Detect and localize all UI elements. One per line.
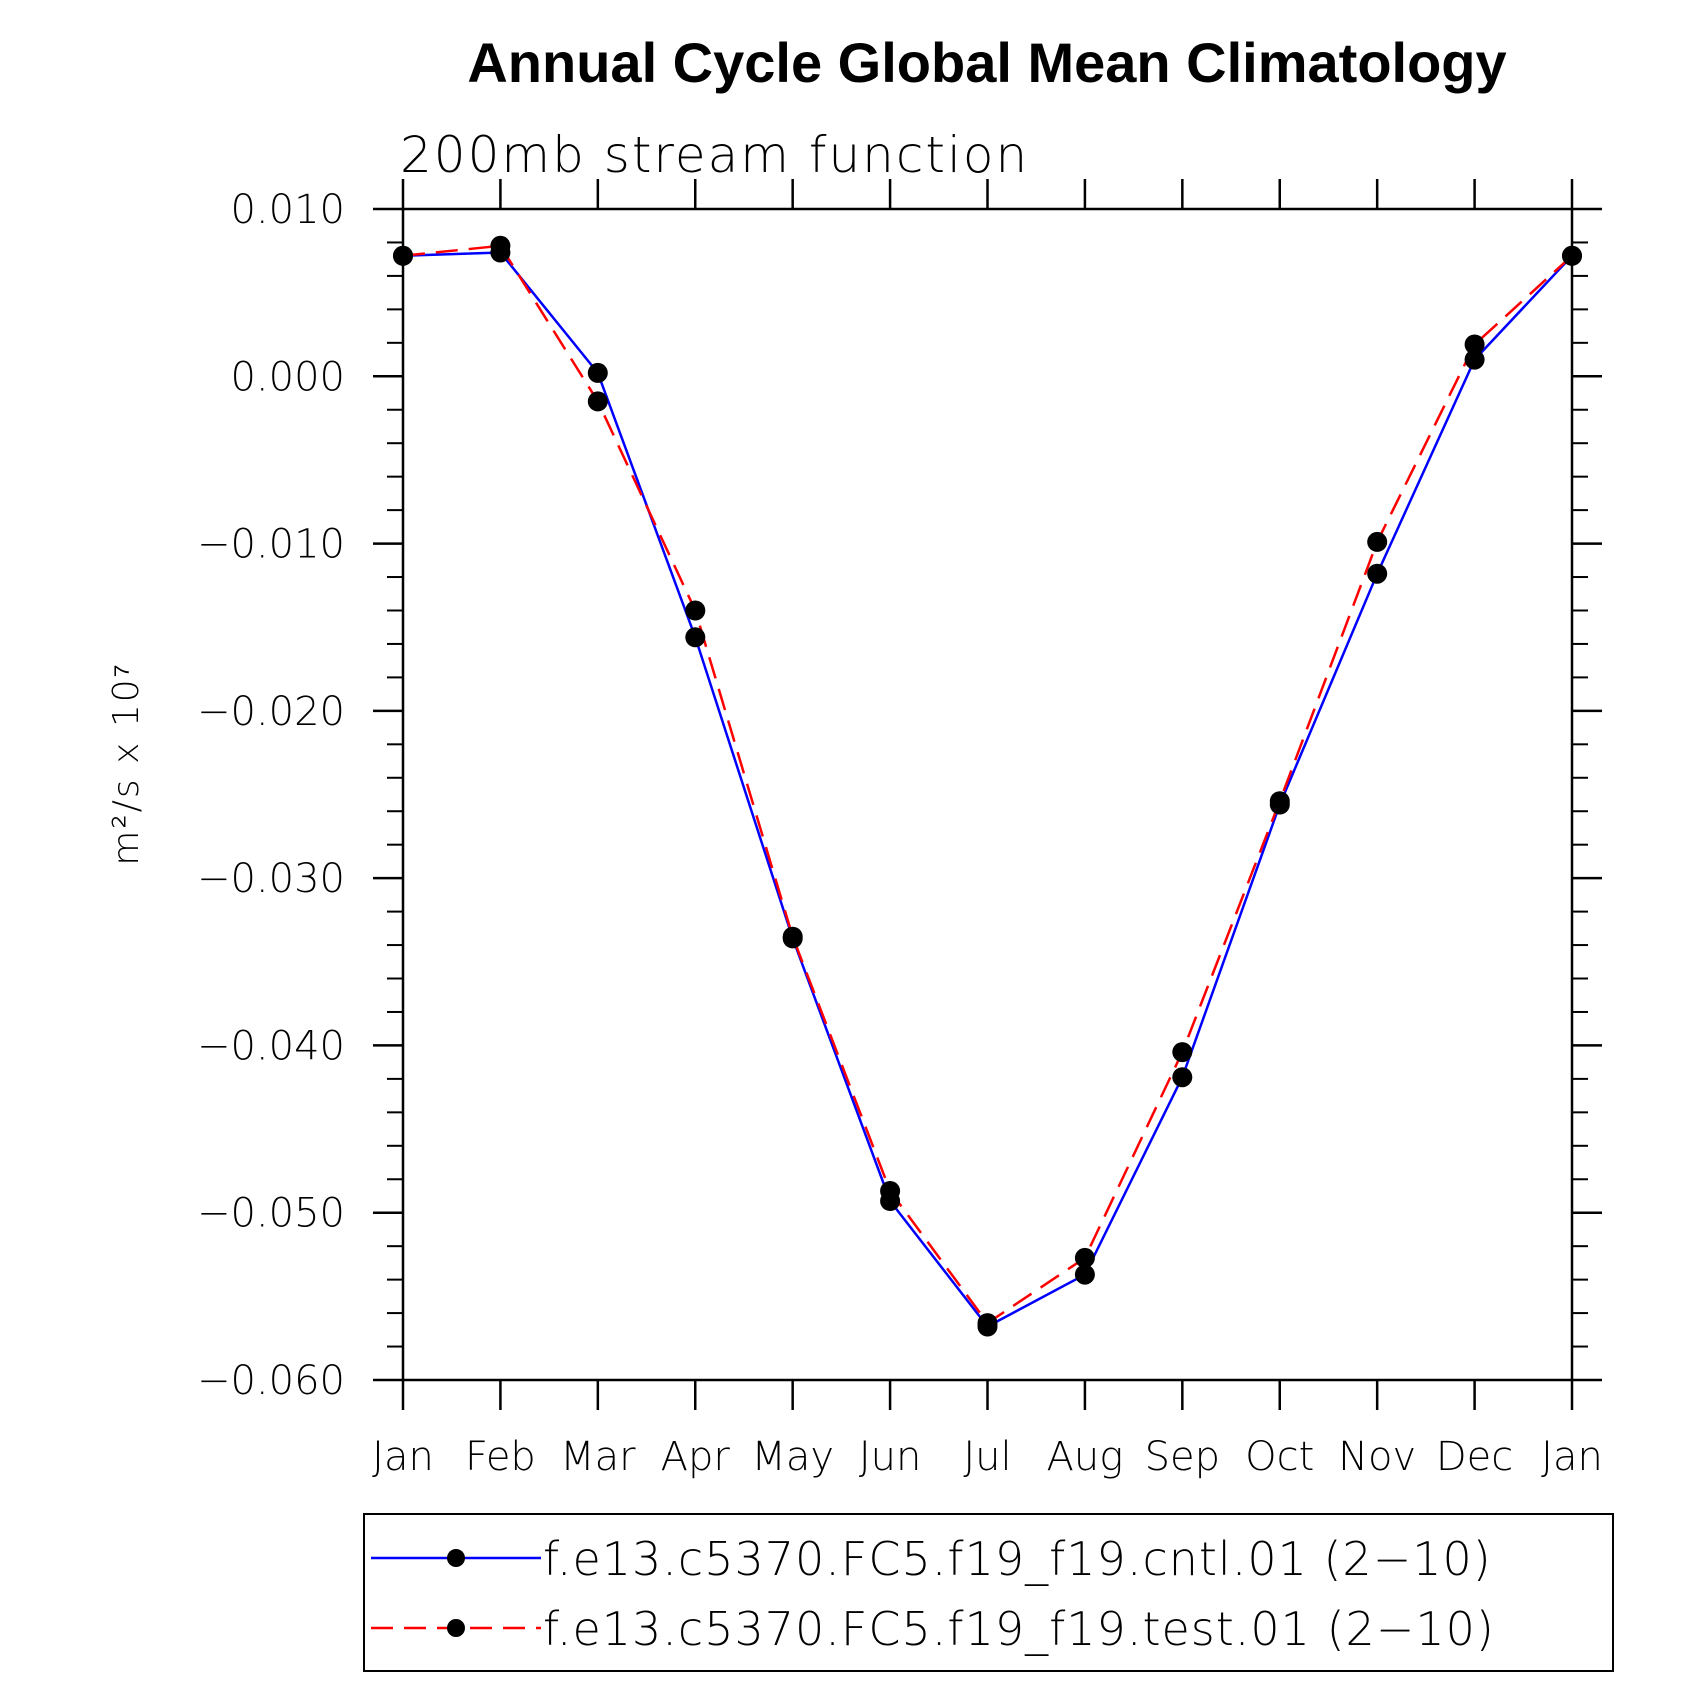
legend-marker-test: [447, 1619, 465, 1637]
x-tick-label: Nov: [1338, 1434, 1416, 1480]
data-point-s1-9: [1269, 791, 1290, 812]
data-point-s1-2: [587, 391, 608, 412]
x-tick-label: Mar: [560, 1434, 636, 1480]
legend-label-test: f.e13.c5370.FC5.f19_f19.test.01 (2−10): [543, 1602, 1495, 1656]
y-tick-label: −0.050: [197, 1191, 345, 1237]
x-tick-label: Jan: [1541, 1434, 1603, 1480]
data-point-s1-5: [880, 1181, 901, 1201]
legend-marker-cntl: [447, 1549, 465, 1567]
data-point-s0-10: [1367, 563, 1388, 584]
data-point-s0-3: [685, 627, 706, 648]
data-point-s1-7: [1074, 1247, 1095, 1268]
data-point-s0-11: [1464, 349, 1485, 370]
axis-ticks: [373, 179, 1602, 1410]
x-tick-label: Jan: [372, 1434, 434, 1480]
x-tick-label: Apr: [661, 1434, 731, 1480]
series-line-1: [402, 244, 1573, 1325]
data-point-s0-8: [1172, 1067, 1193, 1088]
y-tick-label: −0.020: [197, 689, 345, 735]
y-tick-label: 0.010: [230, 187, 345, 233]
tick-labels: Jan Feb Mar Apr May Jun Jul Aug Sep Oct Nov Dec Jan 0…: [197, 187, 1603, 1480]
data-point-s0-2: [587, 362, 608, 383]
series-line-0: [402, 251, 1573, 1329]
legend: f.e13.c5370.FC5.f19_f19.cntl.01 (2−10) f…: [363, 1513, 1614, 1672]
x-tick-label: Jul: [963, 1434, 1011, 1480]
legend-label-cntl: f.e13.c5370.FC5.f19_f19.cntl.01 (2−10): [543, 1532, 1492, 1586]
y-tick-label: 0.000: [230, 354, 345, 400]
x-tick-label: Sep: [1145, 1434, 1220, 1480]
data-point-s1-6: [977, 1313, 998, 1334]
legend-frame: [363, 1513, 1614, 1672]
plot-frame: [401, 207, 1574, 1382]
y-tick-label: −0.010: [197, 522, 345, 568]
y-tick-label: −0.030: [197, 856, 345, 902]
data-point-s0-7: [1074, 1264, 1095, 1285]
x-tick-label: Aug: [1047, 1434, 1124, 1480]
data-point-s1-4: [782, 926, 803, 947]
plot-area: [393, 235, 1582, 1337]
data-point-s1-1: [490, 235, 511, 256]
y-tick-label: −0.040: [197, 1023, 345, 1069]
x-tick-label: Dec: [1436, 1434, 1513, 1480]
chart-subtitle: 200mb stream function: [400, 126, 1029, 184]
data-point-s1-11: [1464, 334, 1485, 355]
x-tick-label: Feb: [465, 1434, 536, 1480]
x-tick-label: Oct: [1245, 1434, 1314, 1480]
y-axis-label: m²/s x 10⁷: [106, 662, 147, 865]
chart-title: Annual Cycle Global Mean Climatology: [467, 31, 1506, 94]
y-tick-label: −0.060: [197, 1358, 345, 1404]
x-tick-label: Jun: [859, 1434, 922, 1480]
data-point-s1-10: [1367, 531, 1388, 552]
data-point-s1-3: [685, 600, 706, 621]
data-point-s1-8: [1172, 1042, 1193, 1063]
x-tick-label: May: [751, 1434, 834, 1480]
